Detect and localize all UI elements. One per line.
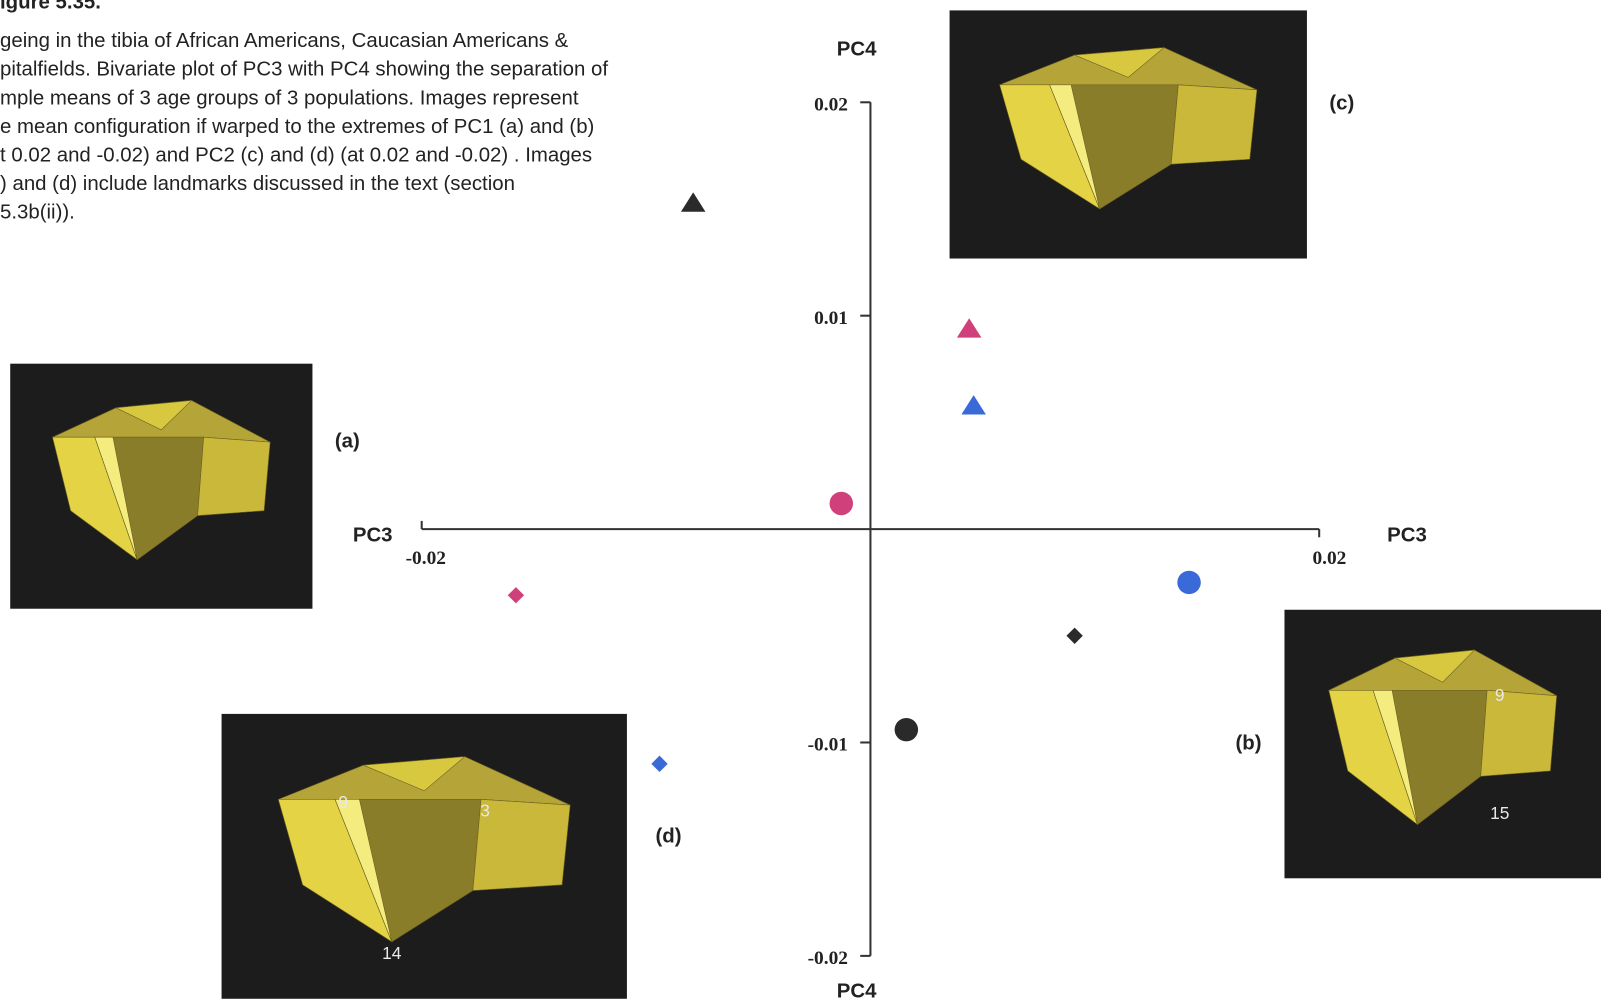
polyhedron-face <box>334 799 393 942</box>
point <box>894 717 919 742</box>
y-tick-label: -0.01 <box>808 735 848 756</box>
x-axis-label: PC3 <box>1387 524 1427 546</box>
point <box>961 395 986 415</box>
x-tick-label: -0.02 <box>406 548 446 569</box>
panel-image <box>10 363 313 609</box>
panel-image <box>1284 609 1601 879</box>
landmark-label: 3 <box>480 800 490 820</box>
y-axis-label: PC4 <box>837 38 877 60</box>
landmark-label: 9 <box>338 792 348 812</box>
panel-label: (b) <box>1235 733 1261 755</box>
panel-label: (a) <box>335 430 360 452</box>
polyhedron-face <box>197 436 271 516</box>
polyhedron-face <box>1074 47 1165 78</box>
x-tick-label: 0.02 <box>1312 548 1346 569</box>
caption-line: mple means of 3 age groups of 3 populati… <box>0 87 579 109</box>
polyhedron-face <box>1394 649 1476 683</box>
polyhedron-face <box>94 436 138 560</box>
caption-line: e mean configuration if warped to the ex… <box>0 116 594 138</box>
caption-line: 5.3b(ii)). <box>0 202 75 224</box>
point <box>507 587 525 604</box>
panel-label: (d) <box>656 826 682 848</box>
polyhedron-face <box>363 756 466 792</box>
point <box>829 491 854 516</box>
polyhedron-face <box>1170 84 1258 165</box>
point <box>651 755 668 772</box>
point <box>956 318 982 338</box>
y-tick-label: 0.01 <box>814 308 848 329</box>
y-tick-label: 0.02 <box>814 94 848 115</box>
y-tick-label: -0.02 <box>808 948 848 969</box>
polyhedron-face <box>1372 690 1418 825</box>
landmark-label: 9 <box>1495 685 1505 705</box>
caption-line: ) and (d) include landmarks discussed in… <box>0 173 515 195</box>
polyhedron-face <box>1480 689 1558 777</box>
point <box>1066 627 1083 644</box>
point <box>1177 570 1201 595</box>
figure-label: igure 5.35. <box>0 0 101 13</box>
caption-line: t 0.02 and -0.02) and PC2 (c) and (d) (a… <box>0 145 592 167</box>
panel-image <box>221 713 627 999</box>
panel-label: (c) <box>1329 92 1354 114</box>
polyhedron-face <box>114 400 193 431</box>
y-axis-label: PC4 <box>837 981 877 1001</box>
x-axis-label: PC3 <box>353 524 393 546</box>
point <box>680 192 706 212</box>
polyhedron-face <box>472 799 571 891</box>
panel-image <box>949 10 1307 259</box>
landmark-label: 14 <box>382 943 402 963</box>
polyhedron-face <box>1049 84 1100 210</box>
caption-line: geing in the tibia of African Americans,… <box>0 30 569 52</box>
caption-line: pitalfields. Bivariate plot of PC3 with … <box>0 59 608 81</box>
landmark-label: 15 <box>1490 803 1509 823</box>
